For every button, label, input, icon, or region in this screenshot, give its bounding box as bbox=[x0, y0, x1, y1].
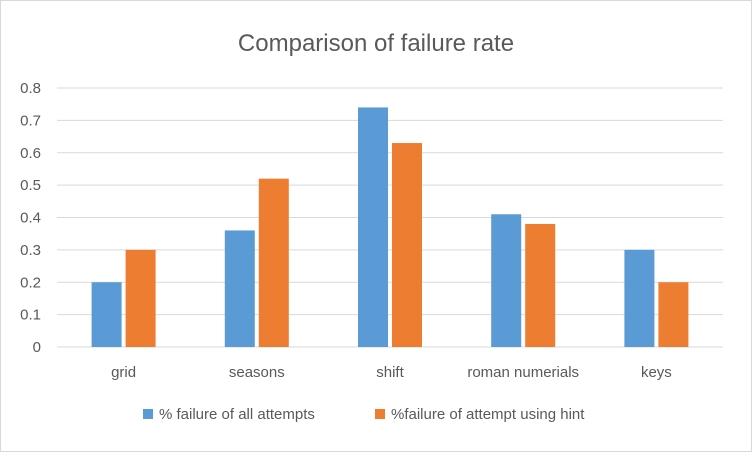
legend-swatch bbox=[375, 409, 385, 419]
x-category-label: roman numerials bbox=[467, 364, 579, 381]
bar-0-0 bbox=[91, 282, 122, 347]
y-tick-label: 0.7 bbox=[20, 112, 41, 129]
gridlines bbox=[57, 87, 723, 348]
legend-label: %failure of attempt using hint bbox=[391, 406, 585, 423]
y-tick-label: 0.5 bbox=[20, 177, 41, 194]
y-tick-label: 0.8 bbox=[20, 80, 41, 97]
x-category-label: shift bbox=[376, 364, 404, 381]
x-category-label: grid bbox=[111, 364, 136, 381]
y-tick-label: 0 bbox=[33, 339, 41, 356]
bar-1-1 bbox=[258, 178, 289, 347]
bar-4-1 bbox=[658, 282, 689, 347]
y-axis-ticks: 0 0.1 0.2 0.3 0.4 0.5 0.6 0.7 0.8 bbox=[20, 80, 41, 356]
bar-4-0 bbox=[624, 249, 655, 347]
y-tick-label: 0.6 bbox=[20, 145, 41, 162]
bars bbox=[91, 107, 689, 347]
legend: % failure of all attempts %failure of att… bbox=[143, 406, 585, 423]
x-category-label: keys bbox=[641, 364, 672, 381]
x-axis-categories: grid seasons shift roman numerials keys bbox=[111, 364, 672, 381]
y-tick-label: 0.2 bbox=[20, 274, 41, 291]
bar-2-1 bbox=[392, 143, 422, 347]
bar-2-0 bbox=[358, 107, 388, 347]
bar-0-1 bbox=[125, 249, 156, 347]
bar-3-1 bbox=[525, 223, 556, 347]
chart-title: Comparison of failure rate bbox=[238, 30, 514, 57]
legend-label: % failure of all attempts bbox=[159, 406, 315, 423]
bar-3-0 bbox=[491, 214, 522, 347]
y-tick-label: 0.1 bbox=[20, 307, 41, 324]
bar-1-0 bbox=[224, 230, 255, 347]
legend-swatch bbox=[143, 409, 153, 419]
y-tick-label: 0.4 bbox=[20, 210, 41, 227]
y-tick-label: 0.3 bbox=[20, 242, 41, 259]
x-category-label: seasons bbox=[229, 364, 285, 381]
